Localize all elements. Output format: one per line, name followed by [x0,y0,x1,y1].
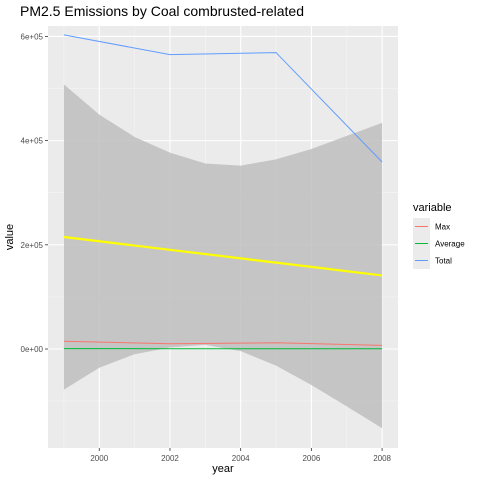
series-line-max [63,340,383,346]
y-tick-label: 2e+05 [21,241,44,250]
legend-label-average: Average [435,240,465,249]
y-tick-label: 0e+00 [21,345,44,354]
chart-title: PM2.5 Emissions by Coal combrusted-relat… [20,3,304,19]
y-axis-title: value [4,224,16,250]
y-tick-label: 6e+05 [21,32,44,41]
y-tick-label: 4e+05 [21,137,44,146]
x-tick-label: 2000 [90,454,108,463]
trend-line [63,235,383,277]
legend-title: variable [413,202,452,214]
x-axis: 2000 2002 2004 2006 2008 [90,448,392,463]
x-axis-title: year [212,463,234,475]
series-lines [63,34,383,350]
x-tick-label: 2004 [232,454,250,463]
trend-line-group [63,235,383,277]
series-line-total [63,34,383,163]
x-tick-label: 2008 [373,454,391,463]
y-axis: 0e+00 2e+05 4e+05 6e+05 [21,32,48,354]
x-tick-label: 2006 [302,454,320,463]
x-tick-label: 2002 [161,454,179,463]
legend: variable Max Average Total [413,202,465,269]
legend-label-total: Total [435,257,452,266]
legend-label-max: Max [435,223,450,232]
